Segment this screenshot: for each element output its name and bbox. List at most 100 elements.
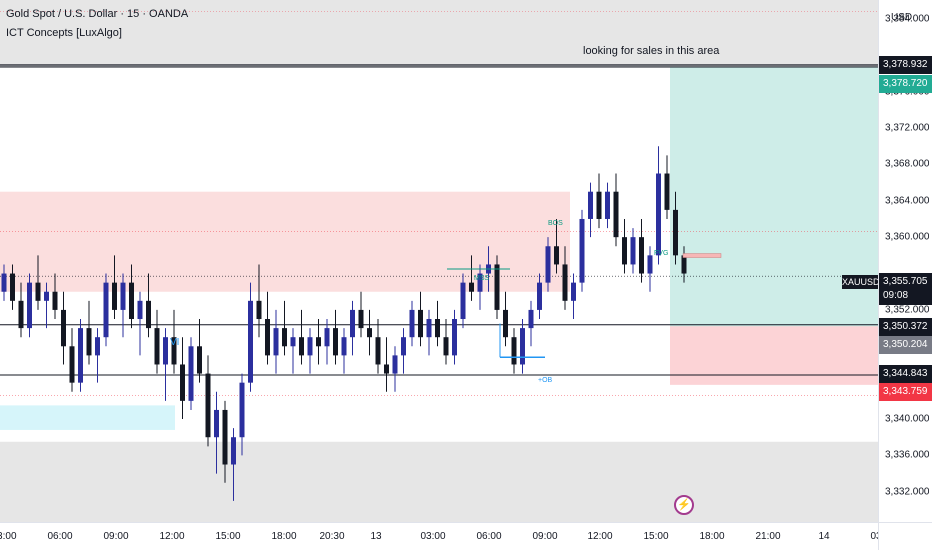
candle-body-40	[341, 337, 347, 356]
candle-body-10	[86, 328, 92, 356]
candle-body-18	[154, 328, 160, 365]
candle-body-68	[579, 218, 585, 283]
candle-body-5	[44, 291, 49, 301]
time-tick: 09:00	[103, 531, 129, 542]
candle-body-53	[452, 319, 457, 356]
candle-body-24	[205, 373, 211, 438]
candle-body-26	[222, 409, 228, 465]
candle-body-39	[333, 328, 338, 356]
candle-body-55	[469, 282, 474, 292]
candle-body-31	[265, 319, 270, 356]
price-label: 09:08	[879, 287, 932, 305]
symbol-tag: XAUUSD	[842, 275, 878, 289]
price-label: 3,344.843	[879, 365, 932, 383]
time-tick: 03	[870, 531, 882, 542]
candle-body-29	[248, 300, 253, 383]
price-label: 3,343.759	[879, 383, 932, 401]
candle-body-27	[231, 437, 236, 465]
upper-range-band	[0, 0, 878, 65]
price-axis[interactable]: USD 3,384.0003,376.0003,372.0003,368.000…	[878, 0, 932, 522]
candle-body-45	[384, 364, 389, 374]
candle-body-38	[324, 328, 330, 347]
time-tick: 13	[370, 531, 382, 542]
candle-body-56	[477, 273, 483, 292]
time-tick: 12:00	[587, 531, 613, 542]
candle-body-30	[256, 300, 262, 320]
time-tick: 15:00	[215, 531, 241, 542]
candle-body-17	[146, 300, 151, 329]
candle-body-59	[503, 309, 508, 338]
candle-body-75	[639, 237, 644, 274]
candle-body-69	[588, 191, 593, 219]
price-label: 3,350.204	[879, 336, 932, 354]
price-tick: 3,372.000	[885, 122, 930, 134]
candle-body-74	[630, 237, 636, 265]
price-tick: 3,364.000	[885, 195, 930, 207]
indicator-title[interactable]: ICT Concepts [LuxAlgo]	[6, 27, 122, 39]
candle-body-65	[554, 246, 559, 265]
symbol-title[interactable]: Gold Spot / U.S. Dollar · 15 · OANDA	[6, 8, 189, 20]
time-tick: 03:00	[420, 531, 446, 542]
chart-area[interactable]: Gold Spot / U.S. Dollar · 15 · OANDA ICT…	[0, 0, 878, 522]
price-label: 3,378.720	[879, 75, 932, 93]
candle-body-20	[171, 337, 177, 365]
price-tick: 3,332.000	[885, 486, 930, 498]
candle-body-13	[112, 282, 117, 310]
candle-body-77	[656, 173, 661, 256]
currency-label[interactable]: USD	[891, 12, 913, 23]
fvg-box	[682, 253, 722, 258]
time-tick: 18:00	[271, 531, 297, 542]
candle-body-35	[299, 337, 304, 356]
candle-body-11	[95, 337, 100, 356]
time-tick: 18:00	[699, 531, 725, 542]
candle-body-54	[460, 282, 466, 320]
time-tick: 06:00	[47, 531, 73, 542]
candle-body-71	[605, 191, 610, 219]
candle-body-47	[401, 337, 406, 356]
candle-body-58	[494, 264, 500, 310]
time-tick: 20:30	[319, 531, 345, 542]
candle-body-4	[35, 282, 41, 301]
premium-zone	[0, 191, 570, 292]
lower-range-band	[0, 441, 878, 522]
candle-body-33	[282, 328, 287, 347]
fvg-label: FVG	[654, 250, 669, 257]
price-tick: 3,336.000	[885, 449, 930, 461]
candle-body-14	[120, 282, 126, 310]
time-axis[interactable]: 03:00 06:00 09:00 12:00 15:00 18:00 20:30 13 03:…	[0, 522, 882, 550]
candle-body-60	[511, 337, 517, 365]
candle-body-66	[562, 264, 568, 301]
candle-body-62	[528, 309, 534, 329]
candle-body-7	[61, 309, 66, 347]
candle-body-46	[392, 355, 398, 374]
candle-body-22	[188, 346, 194, 401]
candle-body-36	[307, 337, 313, 356]
candle-body-21	[180, 364, 185, 401]
flash-icon[interactable]: ⚡	[674, 495, 694, 515]
price-label: 3,350.372	[879, 318, 932, 336]
candle-body-49	[418, 309, 423, 338]
candle-body-48	[409, 309, 415, 338]
candle-body-63	[537, 282, 542, 310]
price-tick: 3,368.000	[885, 158, 930, 170]
time-tick: 21:00	[755, 531, 781, 542]
candle-body-3	[27, 282, 32, 329]
candle-body-72	[613, 191, 619, 238]
discount-zone	[0, 405, 175, 430]
axis-corner	[878, 522, 932, 550]
price-label: 3,355.705	[879, 273, 932, 291]
mss-label: MSS	[474, 275, 490, 282]
candle-body-61	[520, 328, 525, 365]
chart-annotation[interactable]: looking for sales in this area	[583, 45, 720, 57]
price-tick: 3,360.000	[885, 231, 930, 243]
candle-body-34	[290, 337, 296, 347]
candle-body-2	[18, 300, 24, 329]
candle-body-23	[197, 346, 202, 374]
time-tick: 03:00	[0, 531, 17, 542]
candle-body-12	[103, 282, 109, 338]
price-tick: 3,340.000	[885, 413, 930, 425]
price-chart[interactable]	[0, 0, 878, 522]
candle-body-16	[137, 300, 143, 320]
candle-body-25	[214, 409, 219, 438]
candle-body-79	[673, 209, 678, 256]
